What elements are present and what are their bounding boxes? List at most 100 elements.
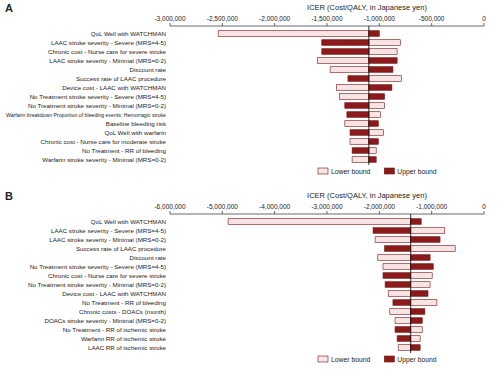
category-label: No Treatment - RR of bleeding <box>82 147 166 154</box>
category-label: QoL Well with WATCHMAN <box>91 30 166 37</box>
category-label: Chronic cost - Nurse care for severe str… <box>48 48 167 55</box>
base-line <box>410 214 411 353</box>
bar <box>369 67 393 73</box>
x-tick-label: -500,000 <box>419 15 445 22</box>
bar <box>348 76 369 82</box>
category-label: Discount rate <box>130 66 167 73</box>
bar <box>378 255 411 261</box>
category-label: Warfarin RR of ischemic stroke <box>81 335 167 342</box>
category-label: QoL Well with warfarin <box>104 129 166 136</box>
x-tick <box>327 23 328 26</box>
axis-title: ICER (Cost/QALY, in Japanese yen) <box>307 191 427 200</box>
category-label: No Treatment - RR of ischemic stroke <box>63 326 167 333</box>
bar <box>383 264 411 270</box>
x-tick-label: -4,000,000 <box>259 203 290 210</box>
bar <box>318 58 369 64</box>
category-label: Baseline bleeding risk <box>106 120 167 127</box>
category-label: Warfarin breakdown Proportion of bleedin… <box>6 111 166 118</box>
x-tick-label: -2,000,000 <box>364 203 395 210</box>
x-tick-label: -2,000,000 <box>259 15 290 22</box>
bar <box>369 49 397 55</box>
bar <box>373 228 411 234</box>
bar <box>395 318 411 324</box>
legend-item: Upper bound <box>384 356 437 364</box>
x-tick <box>222 211 223 214</box>
x-tick-label: 0 <box>482 203 486 210</box>
category-label: LAAC stroke severity - Minimal (MRS=0-2) <box>49 236 166 243</box>
x-tick <box>170 23 171 26</box>
bar <box>369 139 378 145</box>
category-label: LAAC stroke severity - Severe (MRS=4-5) <box>51 39 166 46</box>
x-tick <box>170 211 171 214</box>
bar <box>350 139 369 145</box>
bar <box>352 157 369 163</box>
legend-label: Lower bound <box>331 356 371 363</box>
category-label: Chronic cost - Nurse care for severe str… <box>48 272 167 279</box>
bars <box>218 31 401 163</box>
bar <box>398 345 411 351</box>
x-tick <box>431 23 432 26</box>
x-tick-label: 0 <box>482 15 486 22</box>
bar <box>375 237 411 243</box>
bar <box>411 327 423 333</box>
bar <box>369 103 385 109</box>
bar <box>369 40 400 46</box>
bar <box>369 58 397 64</box>
bar <box>345 121 369 127</box>
bar <box>369 85 392 91</box>
figure: AICER (Cost/QALY, in Japanese yen)-3,000… <box>0 0 500 378</box>
category-label: No Treatment stroke severity - Minimal (… <box>28 102 166 109</box>
category-label: Chronic costs - DOACs (month) <box>79 308 166 315</box>
bar <box>411 318 423 324</box>
bar <box>385 282 411 288</box>
bar <box>411 291 428 297</box>
bar <box>369 76 401 82</box>
legend-swatch <box>384 356 394 362</box>
panel-label: A <box>5 2 13 14</box>
category-label: Device cost - LAAC with WATCHMAN <box>62 290 166 297</box>
legend-item: Lower bound <box>318 168 371 175</box>
bar <box>393 300 411 306</box>
base-line <box>368 26 369 165</box>
bar <box>411 237 440 243</box>
bar <box>369 94 385 100</box>
bar <box>411 345 420 351</box>
legend-item: Lower bound <box>318 356 371 363</box>
x-tick <box>484 23 485 26</box>
bar <box>347 112 369 118</box>
category-label: LAAC RR of ischemic stroke <box>88 344 167 351</box>
bar <box>411 309 425 315</box>
category-label: No Treatment stroke severity - Minimal (… <box>28 281 166 288</box>
axis-title: ICER (Cost/QALY, in Japanese yen) <box>307 3 427 12</box>
legend-label: Upper bound <box>397 168 437 176</box>
legend-swatch <box>318 168 328 174</box>
x-tick <box>274 211 275 214</box>
bar <box>369 112 381 118</box>
x-tick <box>431 211 432 214</box>
bar <box>352 148 369 154</box>
panel: B ICER (Cost/QALY, in Japanese yen) -6,000… <box>5 190 486 364</box>
bar <box>330 67 369 73</box>
category-label: Chronic cost - Nurse care for moderate s… <box>40 138 166 145</box>
bar <box>228 219 411 225</box>
bar <box>411 300 437 306</box>
category-label: Warfarin stroke severity - Minimal (MRS=… <box>42 156 166 163</box>
bar <box>390 309 411 315</box>
bar <box>322 49 369 55</box>
legend-swatch <box>318 356 328 362</box>
bar <box>383 273 411 279</box>
panel-label: B <box>5 190 13 202</box>
bar <box>411 246 455 252</box>
legend-label: Upper bound <box>397 356 437 364</box>
bar <box>350 130 369 136</box>
bar <box>385 246 411 252</box>
x-tick-label: -6,000,000 <box>154 203 185 210</box>
bar <box>369 148 376 154</box>
category-label: No Treatment stroke severity - Severe (M… <box>30 93 166 100</box>
x-tick-label: -1,500,000 <box>311 15 342 22</box>
legend-label: Lower bound <box>331 168 371 175</box>
category-label: Discount rate <box>130 254 167 261</box>
legend-swatch <box>384 168 394 174</box>
bar <box>411 228 445 234</box>
x-tick-label: -5,000,000 <box>207 203 238 210</box>
